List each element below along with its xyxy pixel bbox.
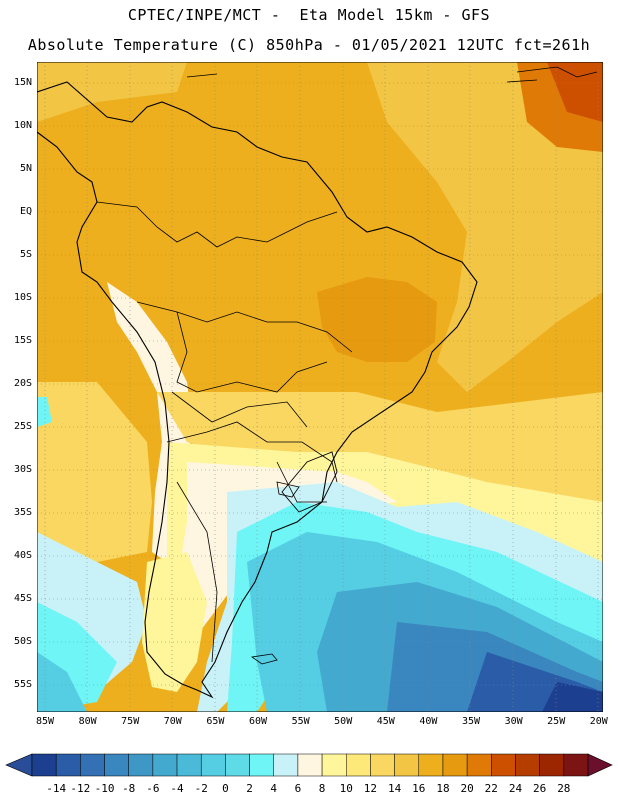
- latitude-label: 10N: [13, 120, 32, 131]
- lagoon-outline: [281, 451, 338, 513]
- colorbar-min-arrow: [5, 753, 33, 777]
- country-borders: [96, 201, 353, 663]
- colorbar-tick-label: -6: [146, 782, 160, 795]
- colorbar-tick-label: 8: [318, 782, 326, 795]
- longitude-label: 45W: [376, 716, 395, 727]
- colorbar-swatch: [442, 753, 468, 777]
- patagonia-cream: [142, 552, 207, 692]
- north-atlantic-yellow: [37, 62, 187, 122]
- colorbar-tick-label: -2: [194, 782, 208, 795]
- map-title-line-2: Absolute Temperature (C) 850hPa - 01/05/…: [27, 36, 591, 54]
- caribbean-islands: [186, 66, 598, 83]
- colorbar-tick-label: 16: [412, 782, 426, 795]
- colorbar-swatch: [104, 753, 129, 777]
- colorbar-swatch: [200, 753, 226, 777]
- latitude-label: 55S: [13, 679, 32, 690]
- colorbar-tick-label: 12: [363, 782, 378, 795]
- longitude-label: 20W: [589, 716, 608, 727]
- longitude-label: 60W: [248, 716, 268, 727]
- latitude-label: 15N: [13, 77, 32, 88]
- colorbar-swatch: [346, 753, 371, 777]
- colorbar-swatch: [491, 753, 516, 777]
- latitude-label: 40S: [13, 550, 32, 561]
- colorbar-tick-label: 2: [246, 782, 253, 795]
- lagoon-small: [276, 481, 300, 498]
- longitude-label: 75W: [121, 716, 140, 727]
- temperature-colorbar: [0, 750, 618, 800]
- latitude-label: 10S: [13, 292, 32, 303]
- brazil-hot-core: [317, 277, 437, 362]
- colorbar-tick-label: 6: [294, 782, 302, 795]
- longitude-label: 80W: [78, 716, 97, 727]
- latitude-label: 25S: [13, 421, 32, 432]
- colorbar-tick-label: 10: [339, 782, 353, 795]
- pacific-south-deep: [37, 652, 87, 712]
- colorbar-swatch: [55, 753, 81, 777]
- colorbar-tick-label: 20: [460, 782, 474, 795]
- graticule: [37, 62, 603, 712]
- ocean-blue-5: [542, 682, 603, 712]
- colorbar-swatch: [176, 753, 202, 777]
- colorbar-tick-label: 18: [436, 782, 450, 795]
- colorbar-tick-label: 26: [533, 782, 547, 795]
- colorbar-swatch: [297, 753, 323, 777]
- colorbar-swatch: [249, 753, 274, 777]
- colorbar-swatch: [515, 753, 540, 777]
- colorbar-tick-label: -8: [122, 782, 136, 795]
- colorbar-tick-label: 22: [484, 782, 498, 795]
- longitude-label: 30W: [504, 716, 523, 727]
- colorbar-tick-label: -10: [94, 782, 115, 795]
- colorbar-swatch: [418, 753, 444, 777]
- colorbar-swatch: [152, 753, 178, 777]
- island-outline: [250, 653, 278, 665]
- colorbar-tick-label: -12: [70, 782, 91, 795]
- latitude-label: 5S: [19, 249, 32, 260]
- colorbar-tick-label: 14: [387, 782, 402, 795]
- latitude-label: 45S: [13, 593, 32, 604]
- latitude-label: 5N: [19, 163, 32, 174]
- colorbar-swatch: [225, 753, 250, 777]
- colorbar-swatch: [563, 753, 589, 777]
- south-america-coastline: [37, 81, 478, 699]
- latitude-label: EQ: [19, 206, 32, 217]
- colorbar-swatch: [539, 753, 565, 777]
- colorbar-swatch: [321, 753, 347, 777]
- latitude-label: 50S: [13, 636, 32, 647]
- colorbar-swatch: [80, 753, 105, 777]
- longitude-label: 25W: [547, 716, 566, 727]
- map-title-line-1: CPTEC/INPE/MCT - Eta Model 15km - GFS: [127, 6, 491, 24]
- longitude-label: 40W: [419, 716, 438, 727]
- colorbar-tick-label: 0: [222, 782, 229, 795]
- colorbar-max-arrow: [587, 753, 613, 777]
- atlantic-yellow-band: [367, 62, 603, 392]
- longitude-label: 50W: [334, 716, 353, 727]
- colorbar-swatch: [466, 753, 492, 777]
- colorbar-swatch: [273, 753, 299, 777]
- longitude-label: 35W: [461, 716, 481, 727]
- colorbar-tick-label: 28: [557, 782, 571, 795]
- colorbar-swatch: [128, 753, 154, 777]
- latitude-label: 15S: [13, 335, 32, 346]
- pacific-edge-cyan: [37, 397, 52, 427]
- temperature-map: [37, 62, 603, 712]
- colorbar-tick-label: 24: [508, 782, 523, 795]
- colorbar-swatch: [31, 753, 57, 777]
- latitude-label: 30S: [13, 464, 32, 475]
- latitude-label: 35S: [13, 507, 32, 518]
- longitude-label: 65W: [206, 716, 225, 727]
- longitude-label: 85W: [35, 716, 55, 727]
- colorbar-swatch: [394, 753, 420, 777]
- colorbar-swatch: [370, 753, 395, 777]
- colorbar-tick-label: -14: [46, 782, 67, 795]
- colorbar-tick-label: -4: [170, 782, 184, 795]
- longitude-label: 70W: [163, 716, 182, 727]
- longitude-label: 55W: [291, 716, 310, 727]
- colorbar-tick-label: 4: [270, 782, 278, 795]
- hotspot-northeast-core: [547, 62, 603, 122]
- latitude-label: 20S: [13, 378, 32, 389]
